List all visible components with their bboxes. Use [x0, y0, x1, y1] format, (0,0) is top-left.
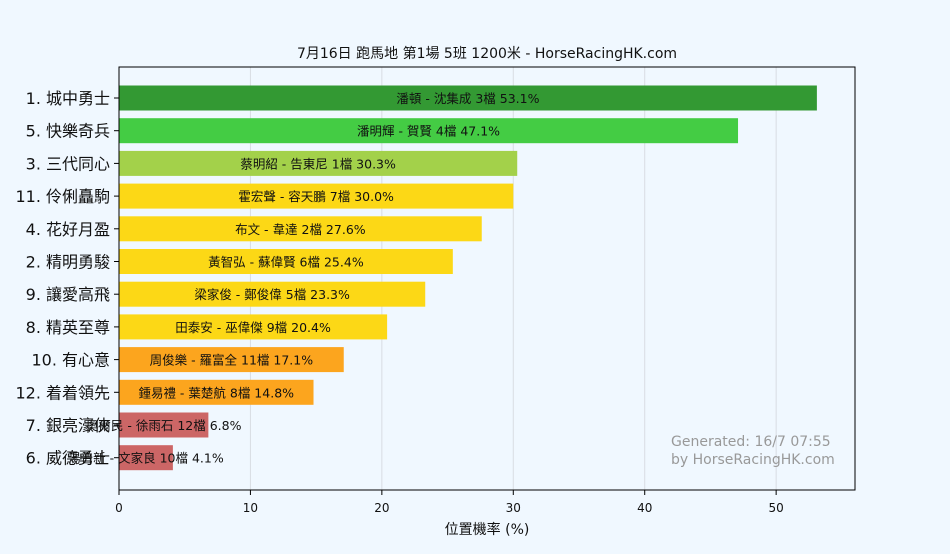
bar-data-label: 黃智弘 - 蘇偉賢 6檔 25.4%	[208, 255, 364, 270]
x-axis-label: 位置機率 (%)	[445, 521, 530, 538]
bar	[119, 118, 739, 144]
x-tick-label: 0	[115, 501, 123, 515]
horse-label: 3. 三代同心	[26, 154, 110, 173]
chart-title: 7月16日 跑馬地 第1場 5班 1200米 - HorseRacingHK.c…	[297, 45, 677, 62]
x-tick-label: 50	[769, 501, 784, 515]
horse-label: 5. 快樂奇兵	[26, 122, 110, 141]
plot-frame	[118, 66, 856, 491]
bar-data-label: 潘頓 - 沈集成 3檔 53.1%	[396, 91, 539, 106]
y-tick-labels: 1. 城中勇士 5. 快樂奇兵 3. 三代同心 11. 伶俐矗駒 4. 花好月盈 2. 精…	[15, 89, 119, 468]
x-ticks: 0 10 20 30 40 50	[115, 490, 784, 515]
bar	[119, 183, 514, 209]
horse-label: 9. 讓愛高飛	[26, 285, 110, 304]
bar	[119, 249, 453, 274]
bar-data-label: 潘明輝 - 賀賢 4檔 47.1%	[357, 124, 500, 139]
x-tick-label: 40	[637, 501, 652, 515]
bar-data-label: 霍宏聲 - 容天鵬 7檔 30.0%	[238, 189, 394, 204]
bars-group: 潘頓 - 沈集成 3檔 53.1% 潘明輝 - 賀賢 4檔 47.1% 蔡明紹 - …	[68, 85, 817, 471]
bar	[119, 216, 482, 242]
bar	[119, 412, 209, 438]
horse-label: 1. 城中勇士	[26, 89, 110, 108]
bar	[119, 314, 388, 340]
bar-data-label: 湯普新 - 文家良 10檔 4.1%	[68, 451, 224, 466]
bar-data-label: 布文 - 韋達 2檔 27.6%	[235, 222, 366, 237]
bar	[119, 445, 173, 471]
horse-label: 12. 着着領先	[15, 383, 110, 402]
bar-data-label: 鍾易禮 - 葉楚航 8檔 14.8%	[138, 385, 294, 400]
bar	[119, 379, 314, 405]
bar	[119, 150, 518, 176]
bar	[119, 347, 344, 373]
watermark-line-1: Generated: 16/7 07:55	[671, 434, 831, 450]
bar	[119, 281, 426, 307]
horse-label: 2. 精明勇駿	[26, 253, 110, 272]
horse-label: 8. 精英至尊	[26, 318, 110, 337]
x-tick-label: 10	[243, 501, 258, 515]
horse-label: 10. 有心意	[31, 351, 110, 370]
horse-label: 7. 銀亮濠俠	[26, 416, 110, 435]
horse-label: 4. 花好月盈	[26, 220, 110, 239]
watermark-line-2: by HorseRacingHK.com	[671, 452, 835, 468]
horse-label: 6. 威德勇士	[26, 449, 110, 468]
horse-label: 11. 伶俐矗駒	[15, 187, 110, 206]
x-tick-label: 20	[374, 501, 389, 515]
bar	[119, 85, 817, 111]
bar-data-label: 梁家俊 - 鄭俊偉 5檔 23.3%	[194, 287, 350, 302]
bar-data-label: 奧爾民 - 徐雨石 12檔 6.8%	[86, 418, 242, 433]
bar-data-label: 田泰安 - 巫偉傑 9檔 20.4%	[175, 320, 331, 335]
x-tick-label: 30	[506, 501, 521, 515]
bar-data-label: 蔡明紹 - 告東尼 1檔 30.3%	[240, 156, 396, 171]
bar-data-label: 周俊樂 - 羅富全 11檔 17.1%	[150, 353, 314, 368]
